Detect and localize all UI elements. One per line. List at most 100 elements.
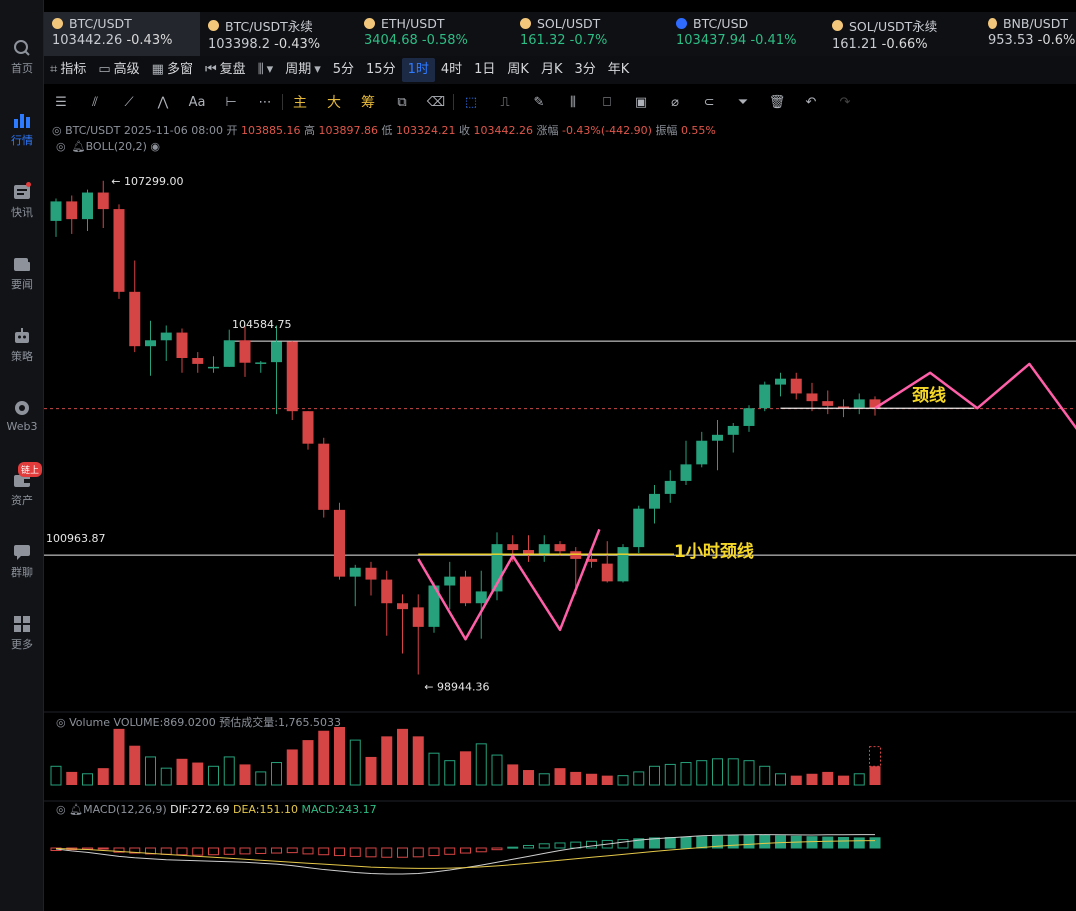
- sidebar-item-label: 快讯: [11, 206, 33, 219]
- ruler-icon[interactable]: ⎍: [500, 94, 510, 110]
- menu-icon[interactable]: ☰: [55, 94, 67, 110]
- volume-bar: [192, 762, 204, 785]
- candle-body: [664, 480, 676, 494]
- interval-month[interactable]: 月K: [540, 62, 563, 77]
- ticker-btc-usdt-perp[interactable]: BTC/USDT永续 103398.2 -0.43%: [200, 12, 356, 56]
- main-chart-toggle[interactable]: 主: [293, 95, 307, 111]
- period-dropdown[interactable]: 周期 ▾: [279, 58, 327, 82]
- replay-button[interactable]: ⏮ 复盘: [199, 58, 252, 82]
- chip-toggle[interactable]: 筹: [361, 95, 375, 111]
- image-icon[interactable]: ▣: [634, 94, 648, 110]
- candle-body: [712, 434, 723, 441]
- redo-icon[interactable]: ↷: [839, 94, 851, 110]
- sidebar-item-chat[interactable]: 群聊: [0, 542, 44, 598]
- collapse-icon[interactable]: ◎: [56, 716, 66, 729]
- boll-indicator-label[interactable]: ◎ 🔔︎BOLL(20,2) ◉: [56, 140, 161, 153]
- top-strip: [44, 0, 1076, 12]
- select-cursor-icon[interactable]: ⬚: [464, 94, 478, 110]
- trend-lines-icon[interactable]: ⫽: [92, 94, 98, 110]
- sidebar-item-home[interactable]: 首页: [0, 38, 44, 94]
- ohlc-close: 103442.26: [473, 124, 533, 137]
- sidebar-item-assets[interactable]: 链上 资产: [0, 462, 44, 526]
- sidebar-item-news[interactable]: 要闻: [0, 254, 44, 310]
- macd-hist-bar: [491, 847, 503, 851]
- collapse-icon[interactable]: ◎: [56, 803, 66, 816]
- macd-hist-bar: [507, 846, 519, 849]
- big-chart-toggle[interactable]: 大: [327, 95, 341, 111]
- sidebar-item-more[interactable]: 更多: [0, 614, 44, 670]
- indicator-tool-icon[interactable]: ⫼: [570, 94, 576, 110]
- macd-hist-bar: [349, 847, 361, 857]
- chart-type-button[interactable]: ⫼ ▾: [252, 58, 280, 82]
- candle-body: [239, 340, 251, 363]
- ohlc-time: 2025-11-06 08:00: [123, 124, 223, 137]
- clear-drawing-icon[interactable]: ⌫: [426, 94, 446, 110]
- position-icon[interactable]: ⎕: [603, 94, 611, 110]
- interval-3m[interactable]: 3分: [574, 62, 596, 77]
- delete-icon[interactable]: 🗑: [768, 94, 786, 110]
- eraser-icon[interactable]: ⌀: [671, 94, 679, 110]
- screenshot-icon[interactable]: ⧉: [397, 94, 407, 110]
- macd-hist-bar: [712, 835, 723, 849]
- ohlc-open-label: 开: [226, 124, 238, 137]
- sidebar-item-flash[interactable]: 快讯: [0, 182, 44, 238]
- interval-1d[interactable]: 1日: [474, 62, 496, 77]
- candle-body: [554, 544, 566, 552]
- filter-icon[interactable]: ⏷: [737, 94, 749, 110]
- volume-bar: [633, 771, 645, 786]
- macd-hist-bar: [334, 847, 345, 857]
- interval-5m[interactable]: 5分: [332, 62, 355, 77]
- ticker-bnb-usdt[interactable]: BNB/USDT 953.53 -0.6%: [980, 12, 1076, 56]
- text-icon[interactable]: Aa: [188, 94, 206, 110]
- ohlc-change: -0.43%(-442.90): [561, 124, 652, 137]
- candle-body: [727, 425, 739, 435]
- macd-hist-bar: [822, 836, 834, 849]
- ticker-symbol: BNB/USDT: [1002, 16, 1068, 31]
- pattern-icon[interactable]: ⋀: [157, 94, 169, 110]
- collapse-icon[interactable]: ◎: [56, 140, 66, 153]
- eye-icon[interactable]: ◉: [150, 140, 161, 153]
- more-tools-icon[interactable]: ⋯: [258, 94, 272, 110]
- volume-bar: [601, 775, 613, 785]
- divider: [453, 94, 454, 110]
- interval-15m[interactable]: 15分: [366, 62, 396, 77]
- ticker-sol-usdt[interactable]: SOL/USDT 161.32 -0.7%: [512, 12, 668, 56]
- interval-1h[interactable]: 1时: [401, 58, 435, 82]
- ray-line-icon[interactable]: ⟋: [124, 94, 134, 110]
- indicator-button[interactable]: ⌗ 指标: [44, 58, 92, 82]
- interval-year[interactable]: 年K: [607, 62, 630, 77]
- ticker-eth-usdt[interactable]: ETH/USDT 3404.68 -0.58%: [356, 12, 512, 56]
- interval-week[interactable]: 周K: [507, 62, 529, 77]
- ticker-change: -0.41%: [750, 33, 797, 48]
- ticker-btc-usd[interactable]: BTC/USD 103437.94 -0.41%: [668, 12, 824, 56]
- candlestick-chart[interactable]: ← 107299.00 104584.75 100963.87 ← 98944.36 1…: [44, 118, 1076, 911]
- multi-window-icon: ▦: [151, 62, 164, 77]
- collapse-icon[interactable]: ◎: [52, 124, 62, 137]
- measure-icon[interactable]: ⊢: [225, 94, 237, 110]
- interval-4h[interactable]: 4时: [440, 62, 463, 77]
- multi-window-button[interactable]: ▦ 多窗: [146, 58, 199, 82]
- candle-type-icon: ⫼: [257, 62, 264, 77]
- macd-name: MACD(12,26,9): [83, 803, 167, 816]
- sidebar-item-web3[interactable]: Web3: [0, 398, 44, 454]
- ticker-sol-usdt-perp[interactable]: SOL/USDT永续 161.21 -0.66%: [824, 12, 980, 56]
- advanced-button[interactable]: ▭ 高级: [92, 58, 145, 82]
- ticker-price: 3404.68: [364, 33, 418, 48]
- ticker-btc-usdt[interactable]: BTC/USDT 103442.26 -0.43%: [44, 12, 200, 56]
- sidebar-item-market[interactable]: 行情: [0, 110, 44, 166]
- advanced-label: 高级: [113, 62, 140, 77]
- macd-hist-bar: [554, 842, 566, 849]
- ohlc-close-label: 收: [458, 124, 470, 137]
- macd-hist-bar: [727, 835, 739, 849]
- ticker-change: -0.6%: [1037, 33, 1076, 48]
- undo-icon[interactable]: ↶: [805, 94, 817, 110]
- macd-hist-bar: [428, 847, 440, 857]
- candle-body: [444, 576, 456, 586]
- m-top-pattern: [874, 362, 1076, 430]
- candle-body: [302, 411, 314, 444]
- sidebar-item-strategy[interactable]: 策略: [0, 326, 44, 382]
- volume-bar: [50, 765, 62, 786]
- pen-icon[interactable]: ✎: [533, 94, 545, 110]
- magnet-icon[interactable]: ⊂: [703, 94, 715, 110]
